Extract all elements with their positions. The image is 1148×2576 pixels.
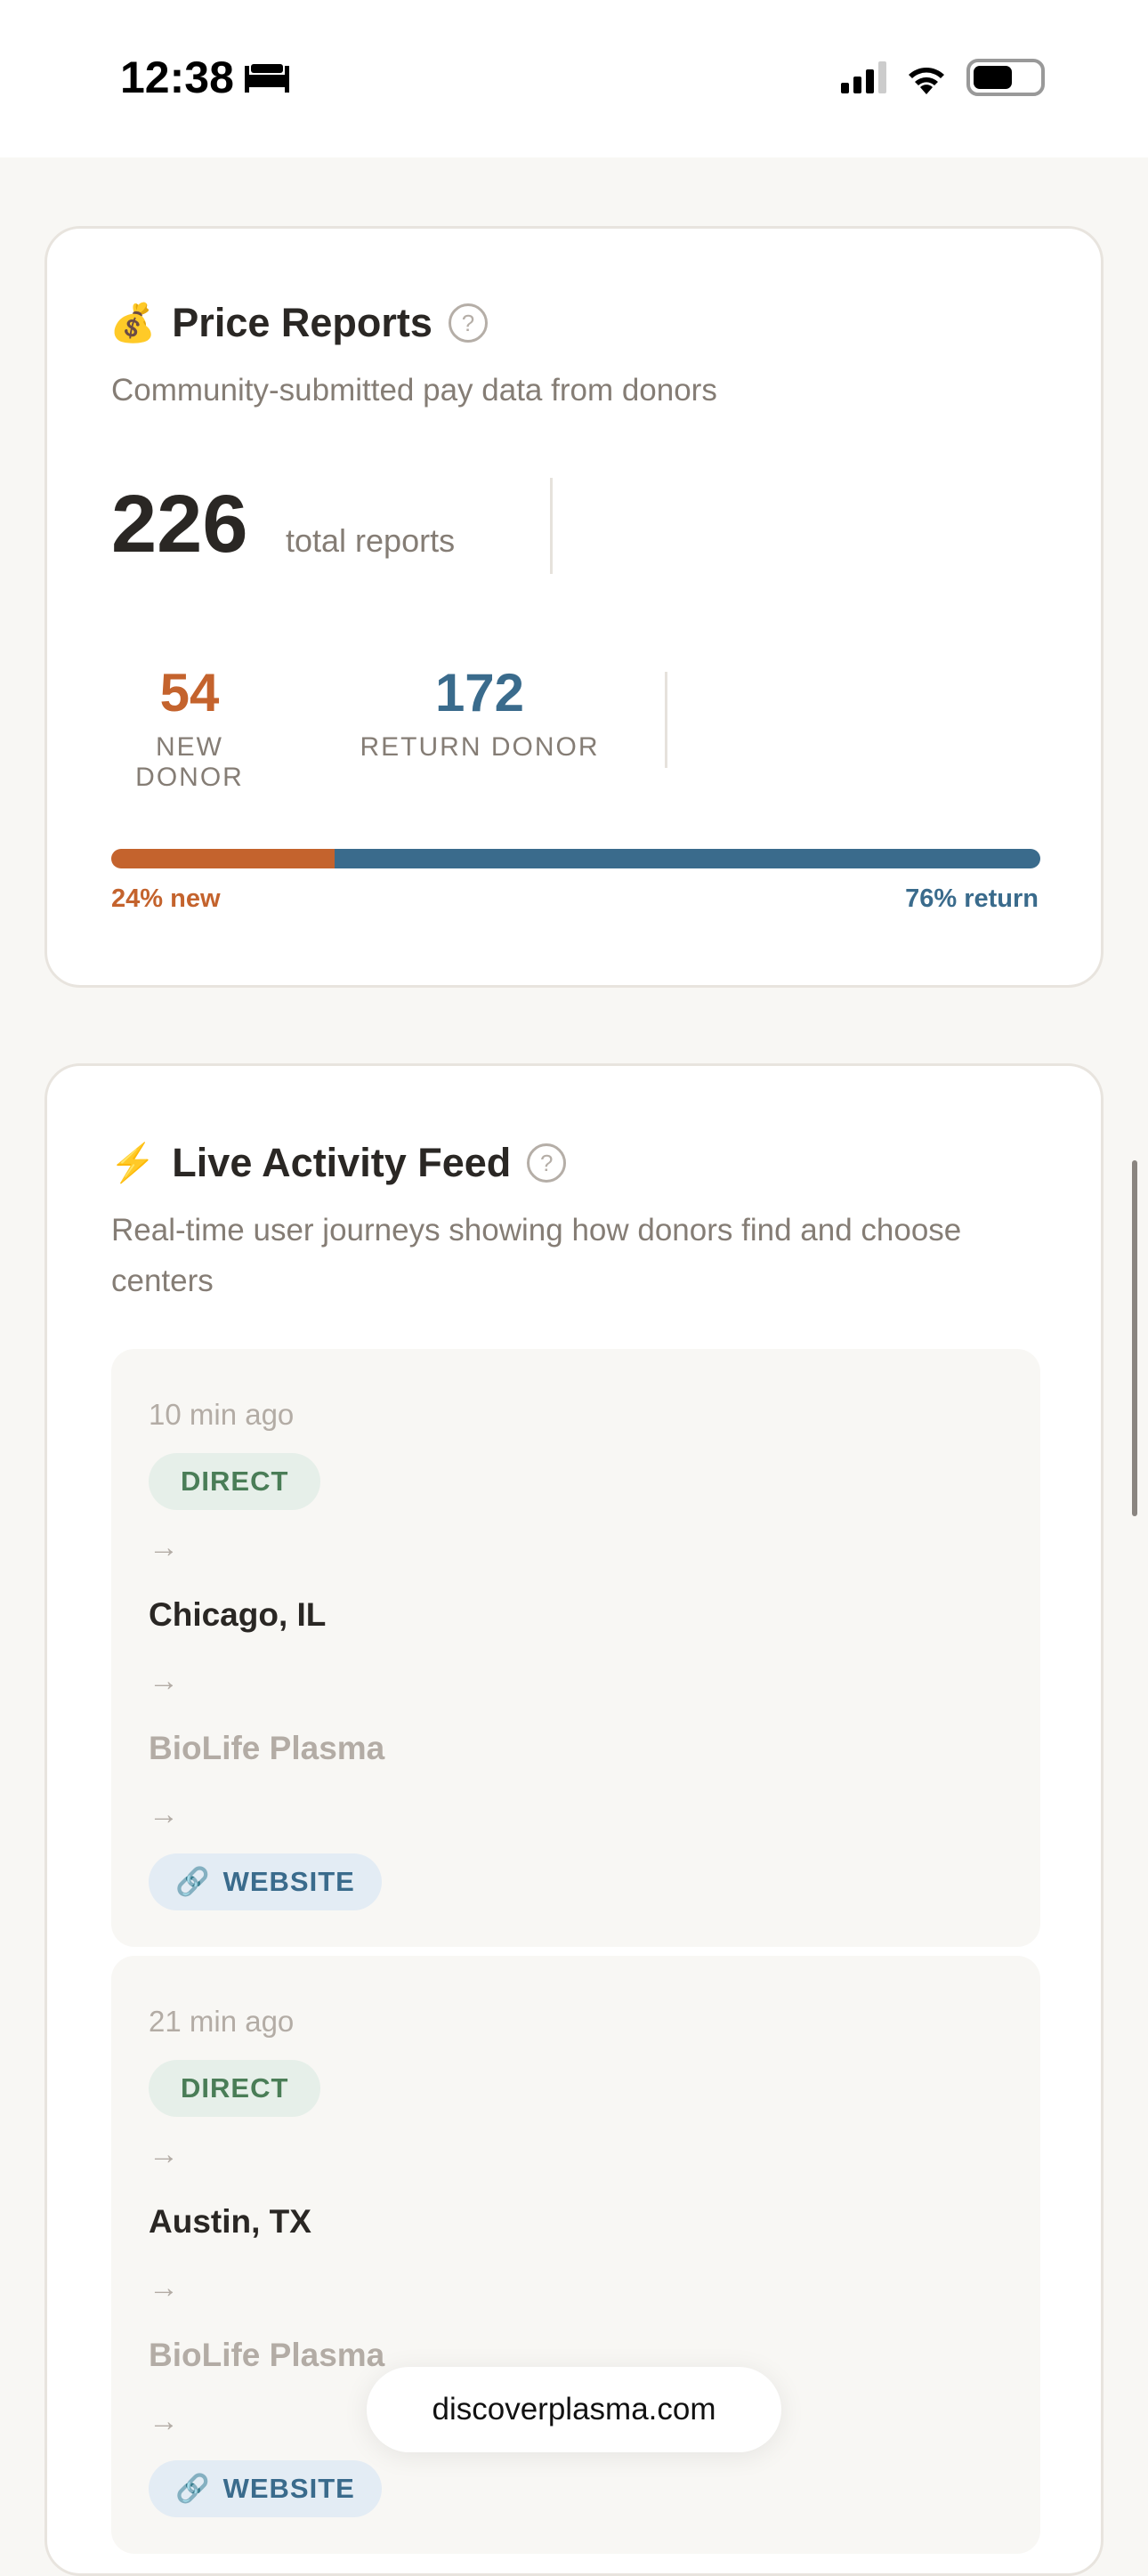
source-badge: DIRECT	[149, 2059, 321, 2117]
new-donor-stat: 54 NEW DONOR	[109, 662, 270, 793]
source-badge: DIRECT	[149, 1452, 321, 1510]
clock: 12:38	[120, 52, 289, 103]
location: Chicago, IL	[149, 1595, 327, 1633]
return-donor-stat: 172 RETURN DONOR	[355, 662, 604, 763]
return-segment	[334, 849, 1040, 868]
center-name: BioLife Plasma	[149, 1729, 385, 1766]
price-reports-header: 💰 Price Reports ?	[109, 300, 488, 346]
total-reports-label: total reports	[286, 522, 456, 559]
signal-icon	[841, 61, 886, 93]
destination-badge: 🔗 WEBSITE	[149, 2459, 382, 2517]
help-icon[interactable]: ?	[448, 303, 488, 343]
new-segment	[111, 849, 335, 868]
new-donor-count: 54	[159, 663, 220, 723]
card-title: Price Reports	[172, 300, 433, 345]
arrow-right-icon: →	[149, 1664, 179, 1698]
link-icon: 🔗	[175, 2473, 211, 2504]
card-subtitle: Community-submitted pay data from donors	[111, 373, 717, 408]
arrow-right-icon: →	[149, 1797, 179, 1831]
activity-header: ⚡ Live Activity Feed ?	[109, 1140, 567, 1186]
destination-label: WEBSITE	[222, 1865, 355, 1897]
total-reports-count: 226	[111, 479, 248, 569]
return-donor-label: RETURN DONOR	[360, 732, 600, 762]
center-name: BioLife Plasma	[149, 2336, 385, 2373]
scrollbar[interactable]	[1132, 1160, 1137, 1516]
timestamp: 10 min ago	[149, 1397, 295, 1431]
activity-item[interactable]: 21 min ago DIRECT → Austin, TX → BioLife…	[111, 1956, 1040, 2554]
arrow-right-icon: →	[149, 2404, 179, 2438]
bed-icon	[244, 64, 289, 93]
divider	[550, 478, 553, 574]
destination-label: WEBSITE	[222, 2472, 355, 2504]
return-percent-label: 76% return	[905, 884, 1039, 913]
wifi-icon	[909, 68, 944, 94]
new-donor-label: NEW DONOR	[135, 732, 244, 792]
card-title: Live Activity Feed	[172, 1140, 512, 1185]
new-percent-label: 24% new	[111, 884, 221, 913]
link-icon: 🔗	[175, 1866, 211, 1897]
destination-badge: 🔗 WEBSITE	[149, 1853, 382, 1910]
return-donor-count: 172	[434, 663, 525, 723]
card-subtitle: Real-time user journeys showing how dono…	[111, 1213, 962, 1298]
divider	[665, 672, 667, 768]
url-pill[interactable]: discoverplasma.com	[367, 2367, 781, 2452]
battery-icon	[966, 59, 1045, 96]
status-bar: 12:38	[0, 0, 1148, 157]
price-reports-card: 💰 Price Reports ? Community-submitted pa…	[44, 226, 1104, 988]
arrow-right-icon: →	[149, 2137, 179, 2171]
location: Austin, TX	[149, 2202, 311, 2240]
arrow-right-icon: →	[149, 2271, 179, 2305]
arrow-right-icon: →	[149, 1530, 179, 1564]
timestamp: 21 min ago	[149, 2004, 295, 2038]
donor-split-bar	[111, 849, 1040, 868]
activity-item[interactable]: 10 min ago DIRECT → Chicago, IL → BioLif…	[111, 1349, 1040, 1947]
time-text: 12:38	[120, 52, 234, 102]
live-activity-card: ⚡ Live Activity Feed ? Real-time user jo…	[44, 1063, 1104, 2576]
money-bag-icon: 💰	[109, 301, 157, 343]
lightning-icon: ⚡	[109, 1141, 157, 1183]
help-icon[interactable]: ?	[527, 1143, 567, 1183]
